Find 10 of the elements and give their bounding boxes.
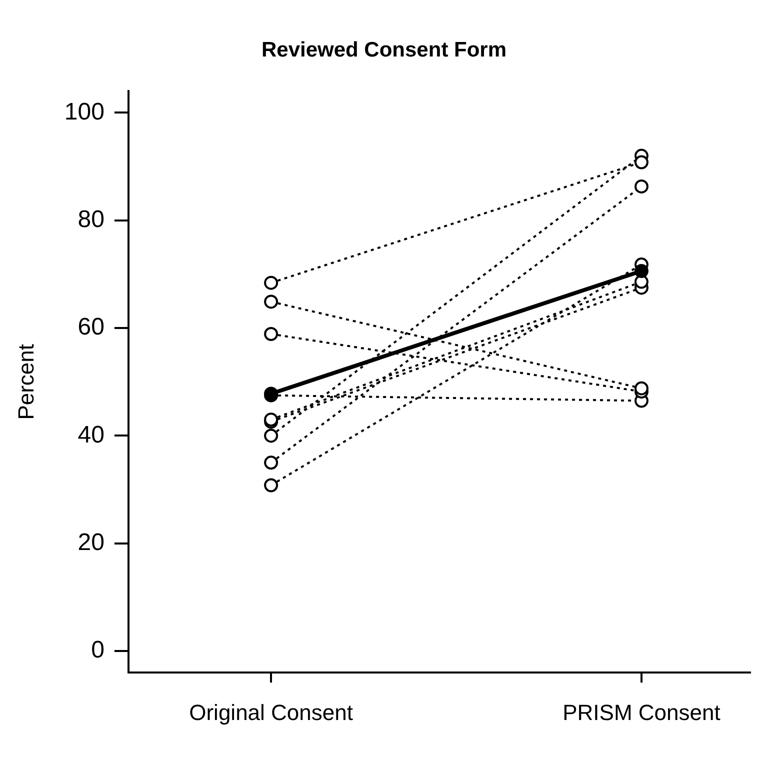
y-tick-label: 80 bbox=[78, 206, 104, 234]
y-axis-title: Percent bbox=[13, 344, 38, 420]
y-tick-label: 60 bbox=[78, 314, 104, 341]
chart-title: Reviewed Consent Form bbox=[261, 38, 507, 62]
x-tick-label: Original Consent bbox=[189, 700, 353, 725]
y-tick-label: 40 bbox=[78, 421, 104, 448]
y-tick-label: 0 bbox=[91, 636, 104, 664]
y-tick-label: 20 bbox=[78, 529, 104, 556]
y-tick-label: 100 bbox=[64, 98, 104, 126]
x-tick-label: PRISM Consent bbox=[562, 700, 720, 725]
